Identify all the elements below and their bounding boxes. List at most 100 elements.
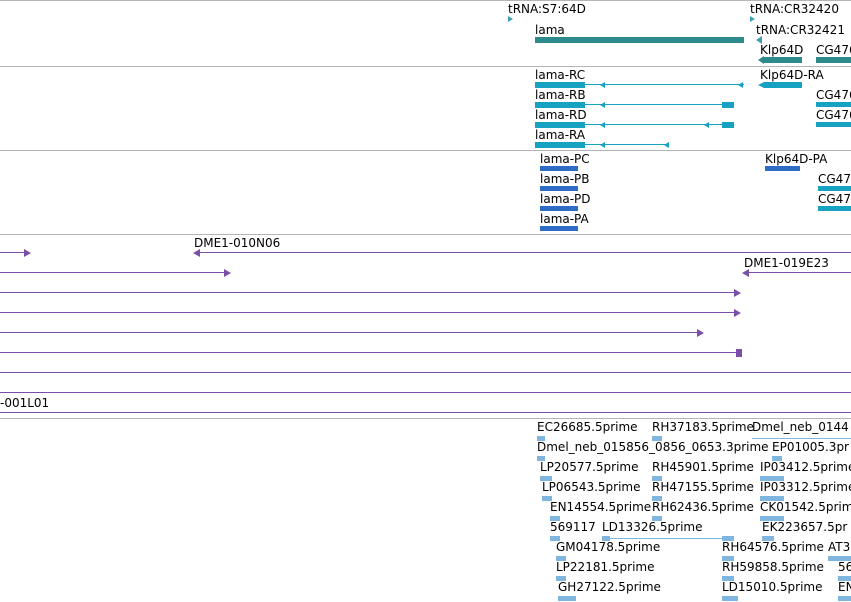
est-label[interactable]: GH27122.5prime	[558, 580, 661, 594]
est-line[interactable]	[752, 438, 851, 439]
clone-line[interactable]	[0, 272, 226, 273]
polypeptide-label[interactable]: CG47	[818, 192, 851, 206]
est-label[interactable]: AT3	[828, 540, 851, 554]
est-feature[interactable]	[556, 576, 566, 581]
transcript-exon[interactable]	[722, 122, 734, 128]
polypeptide-feature[interactable]	[540, 166, 578, 171]
gene-feature-klp64d[interactable]	[764, 57, 802, 63]
gene-feature-lama[interactable]	[535, 37, 744, 43]
trna-feature[interactable]	[750, 16, 755, 22]
est-feature[interactable]	[602, 536, 610, 541]
gene-feature-cg476[interactable]	[816, 57, 851, 63]
est-label[interactable]: EN	[838, 580, 851, 594]
est-feature[interactable]	[537, 436, 545, 441]
est-feature[interactable]	[542, 496, 552, 501]
est-label[interactable]: LP22181.5prime	[556, 560, 655, 574]
est-feature[interactable]	[652, 436, 662, 441]
est-label[interactable]: LP20577.5prime	[540, 460, 639, 474]
est-feature[interactable]	[558, 596, 576, 601]
polypeptide-feature[interactable]	[818, 206, 851, 211]
est-feature[interactable]	[556, 556, 566, 561]
est-feature[interactable]	[722, 556, 734, 561]
polypeptide-label[interactable]: CG47	[818, 172, 851, 186]
est-feature[interactable]	[828, 556, 851, 561]
clone-label[interactable]: -001L01	[0, 396, 50, 410]
polypeptide-feature[interactable]	[540, 186, 578, 191]
est-label[interactable]: RH45901.5prime	[652, 460, 754, 474]
clone-line[interactable]	[0, 392, 851, 393]
polypeptide-feature[interactable]	[765, 166, 800, 171]
transcript-exon[interactable]	[535, 122, 585, 128]
est-label[interactable]: EK223657.5pr	[762, 520, 848, 534]
est-feature[interactable]	[722, 596, 738, 601]
est-feature[interactable]	[722, 536, 734, 541]
transcript-exon[interactable]	[535, 142, 585, 148]
gene-label[interactable]: tRNA:S7:64D	[508, 2, 586, 16]
est-label[interactable]: RH47155.5prime	[652, 480, 754, 494]
est-label[interactable]: EP01005.3pr	[772, 440, 849, 454]
trna-feature[interactable]	[508, 16, 513, 22]
clone-line[interactable]	[0, 372, 851, 373]
transcript-label[interactable]: Klp64D-RA	[760, 68, 824, 82]
est-label[interactable]: LD15010.5prime	[722, 580, 823, 594]
est-label[interactable]: EN14554.5prime	[550, 500, 652, 514]
est-label[interactable]: EC26685.5prime	[537, 420, 638, 434]
transcript-exon[interactable]	[722, 102, 734, 108]
polypeptide-label[interactable]: lama-PC	[540, 152, 590, 166]
est-feature[interactable]	[838, 596, 851, 601]
transcript-label[interactable]: lama-RB	[535, 88, 586, 102]
clone-line[interactable]	[748, 272, 851, 273]
clone-line[interactable]	[0, 252, 26, 253]
transcript-label[interactable]: CG476	[816, 108, 851, 122]
gene-label[interactable]: Klp64D	[760, 43, 804, 57]
polypeptide-label[interactable]: lama-PA	[540, 212, 589, 226]
gene-label[interactable]: CG476	[816, 43, 851, 57]
transcript-label[interactable]: lama-RC	[535, 68, 586, 82]
est-label[interactable]: IP03412.5prime	[760, 460, 851, 474]
trna-feature[interactable]	[756, 36, 762, 44]
est-label[interactable]: 56	[838, 560, 851, 574]
clone-line[interactable]	[0, 412, 851, 413]
est-label[interactable]: RH59858.5prime	[722, 560, 824, 574]
est-label[interactable]: IP03312.5prime	[760, 480, 851, 494]
est-label[interactable]: RH62436.5prime	[652, 500, 754, 514]
est-feature[interactable]	[652, 516, 662, 521]
est-label[interactable]: LP06543.5prime	[542, 480, 641, 494]
clone-line[interactable]	[0, 292, 736, 293]
est-label[interactable]: Dmel_neb_0144	[752, 420, 849, 434]
est-feature[interactable]	[652, 496, 662, 501]
transcript-label[interactable]: CG476	[816, 88, 851, 102]
clone-label[interactable]: DME1-010N06	[194, 236, 281, 250]
est-feature[interactable]	[838, 576, 851, 581]
clone-line[interactable]	[0, 352, 736, 353]
est-feature[interactable]	[550, 516, 560, 521]
transcript-label[interactable]: lama-RD	[535, 108, 587, 122]
polypeptide-label[interactable]: lama-PD	[540, 192, 591, 206]
est-feature[interactable]	[760, 476, 784, 481]
est-feature[interactable]	[652, 476, 662, 481]
clone-line[interactable]	[198, 252, 851, 253]
gene-label[interactable]: tRNA:CR32421	[756, 23, 845, 37]
transcript-exon[interactable]	[816, 122, 851, 127]
est-label[interactable]: GM04178.5prime	[556, 540, 661, 554]
transcript-label[interactable]: lama-RA	[535, 128, 586, 142]
est-feature[interactable]	[760, 496, 784, 501]
est-feature[interactable]	[760, 516, 784, 521]
polypeptide-label[interactable]: lama-PB	[540, 172, 590, 186]
est-feature[interactable]	[540, 476, 552, 481]
polypeptide-label[interactable]: Klp64D-PA	[765, 152, 828, 166]
est-feature[interactable]	[550, 536, 560, 541]
polypeptide-feature[interactable]	[540, 206, 578, 211]
polypeptide-feature[interactable]	[540, 226, 578, 231]
clone-label[interactable]: DME1-019E23	[744, 256, 829, 270]
gene-label[interactable]: lama	[535, 23, 565, 37]
est-label[interactable]: RH37183.5prime	[652, 420, 754, 434]
est-feature[interactable]	[722, 576, 734, 581]
polypeptide-feature[interactable]	[818, 186, 851, 191]
transcript-exon[interactable]	[535, 102, 585, 108]
transcript-exon[interactable]	[816, 102, 851, 107]
est-feature[interactable]	[772, 456, 782, 461]
gene-label[interactable]: tRNA:CR32420	[750, 2, 839, 16]
est-feature[interactable]	[762, 536, 774, 541]
est-feature[interactable]	[537, 456, 545, 461]
